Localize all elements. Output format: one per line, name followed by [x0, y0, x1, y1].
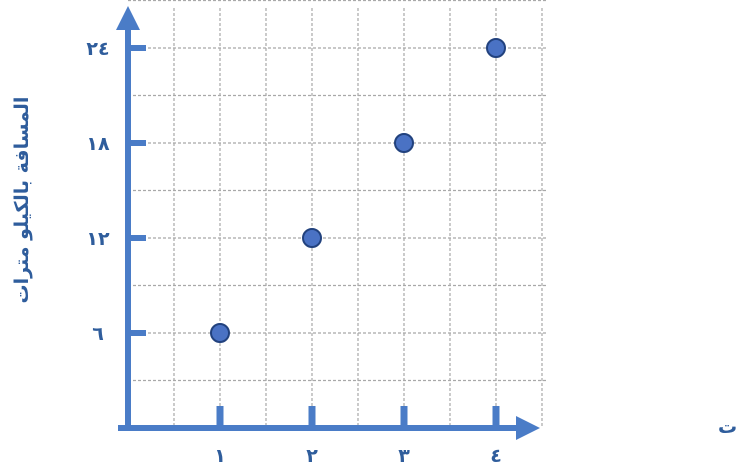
y-axis-arrow — [116, 6, 140, 30]
data-point — [486, 38, 506, 58]
y-tick-label: ١٨ — [86, 133, 110, 155]
axes — [116, 6, 540, 440]
x-tick-label: ١ — [214, 445, 226, 467]
y-tick-label: ١٢ — [86, 228, 110, 250]
x-tick-label: ٤ — [490, 445, 502, 467]
data-points — [210, 38, 506, 343]
y-tick-label: ٦ — [92, 323, 104, 345]
x-tick-label: ٢ — [306, 445, 318, 467]
x-axis-title: الزمن بالساعات — [718, 416, 738, 438]
data-point — [302, 228, 322, 248]
data-point — [394, 133, 414, 153]
grid — [128, 0, 548, 428]
x-axis-arrow — [516, 416, 540, 440]
x-tick-label: ٣ — [398, 445, 410, 467]
y-tick-label: ٢٤ — [86, 38, 109, 60]
data-point — [210, 323, 230, 343]
y-axis-title: المسافة بالكيلو مترات — [11, 97, 33, 304]
